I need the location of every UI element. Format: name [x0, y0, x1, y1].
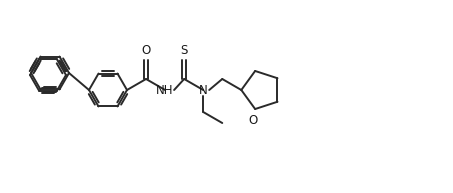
Text: O: O [249, 114, 258, 127]
Text: N: N [199, 85, 207, 97]
Text: S: S [180, 44, 188, 57]
Text: NH: NH [156, 85, 174, 97]
Text: O: O [141, 44, 151, 57]
